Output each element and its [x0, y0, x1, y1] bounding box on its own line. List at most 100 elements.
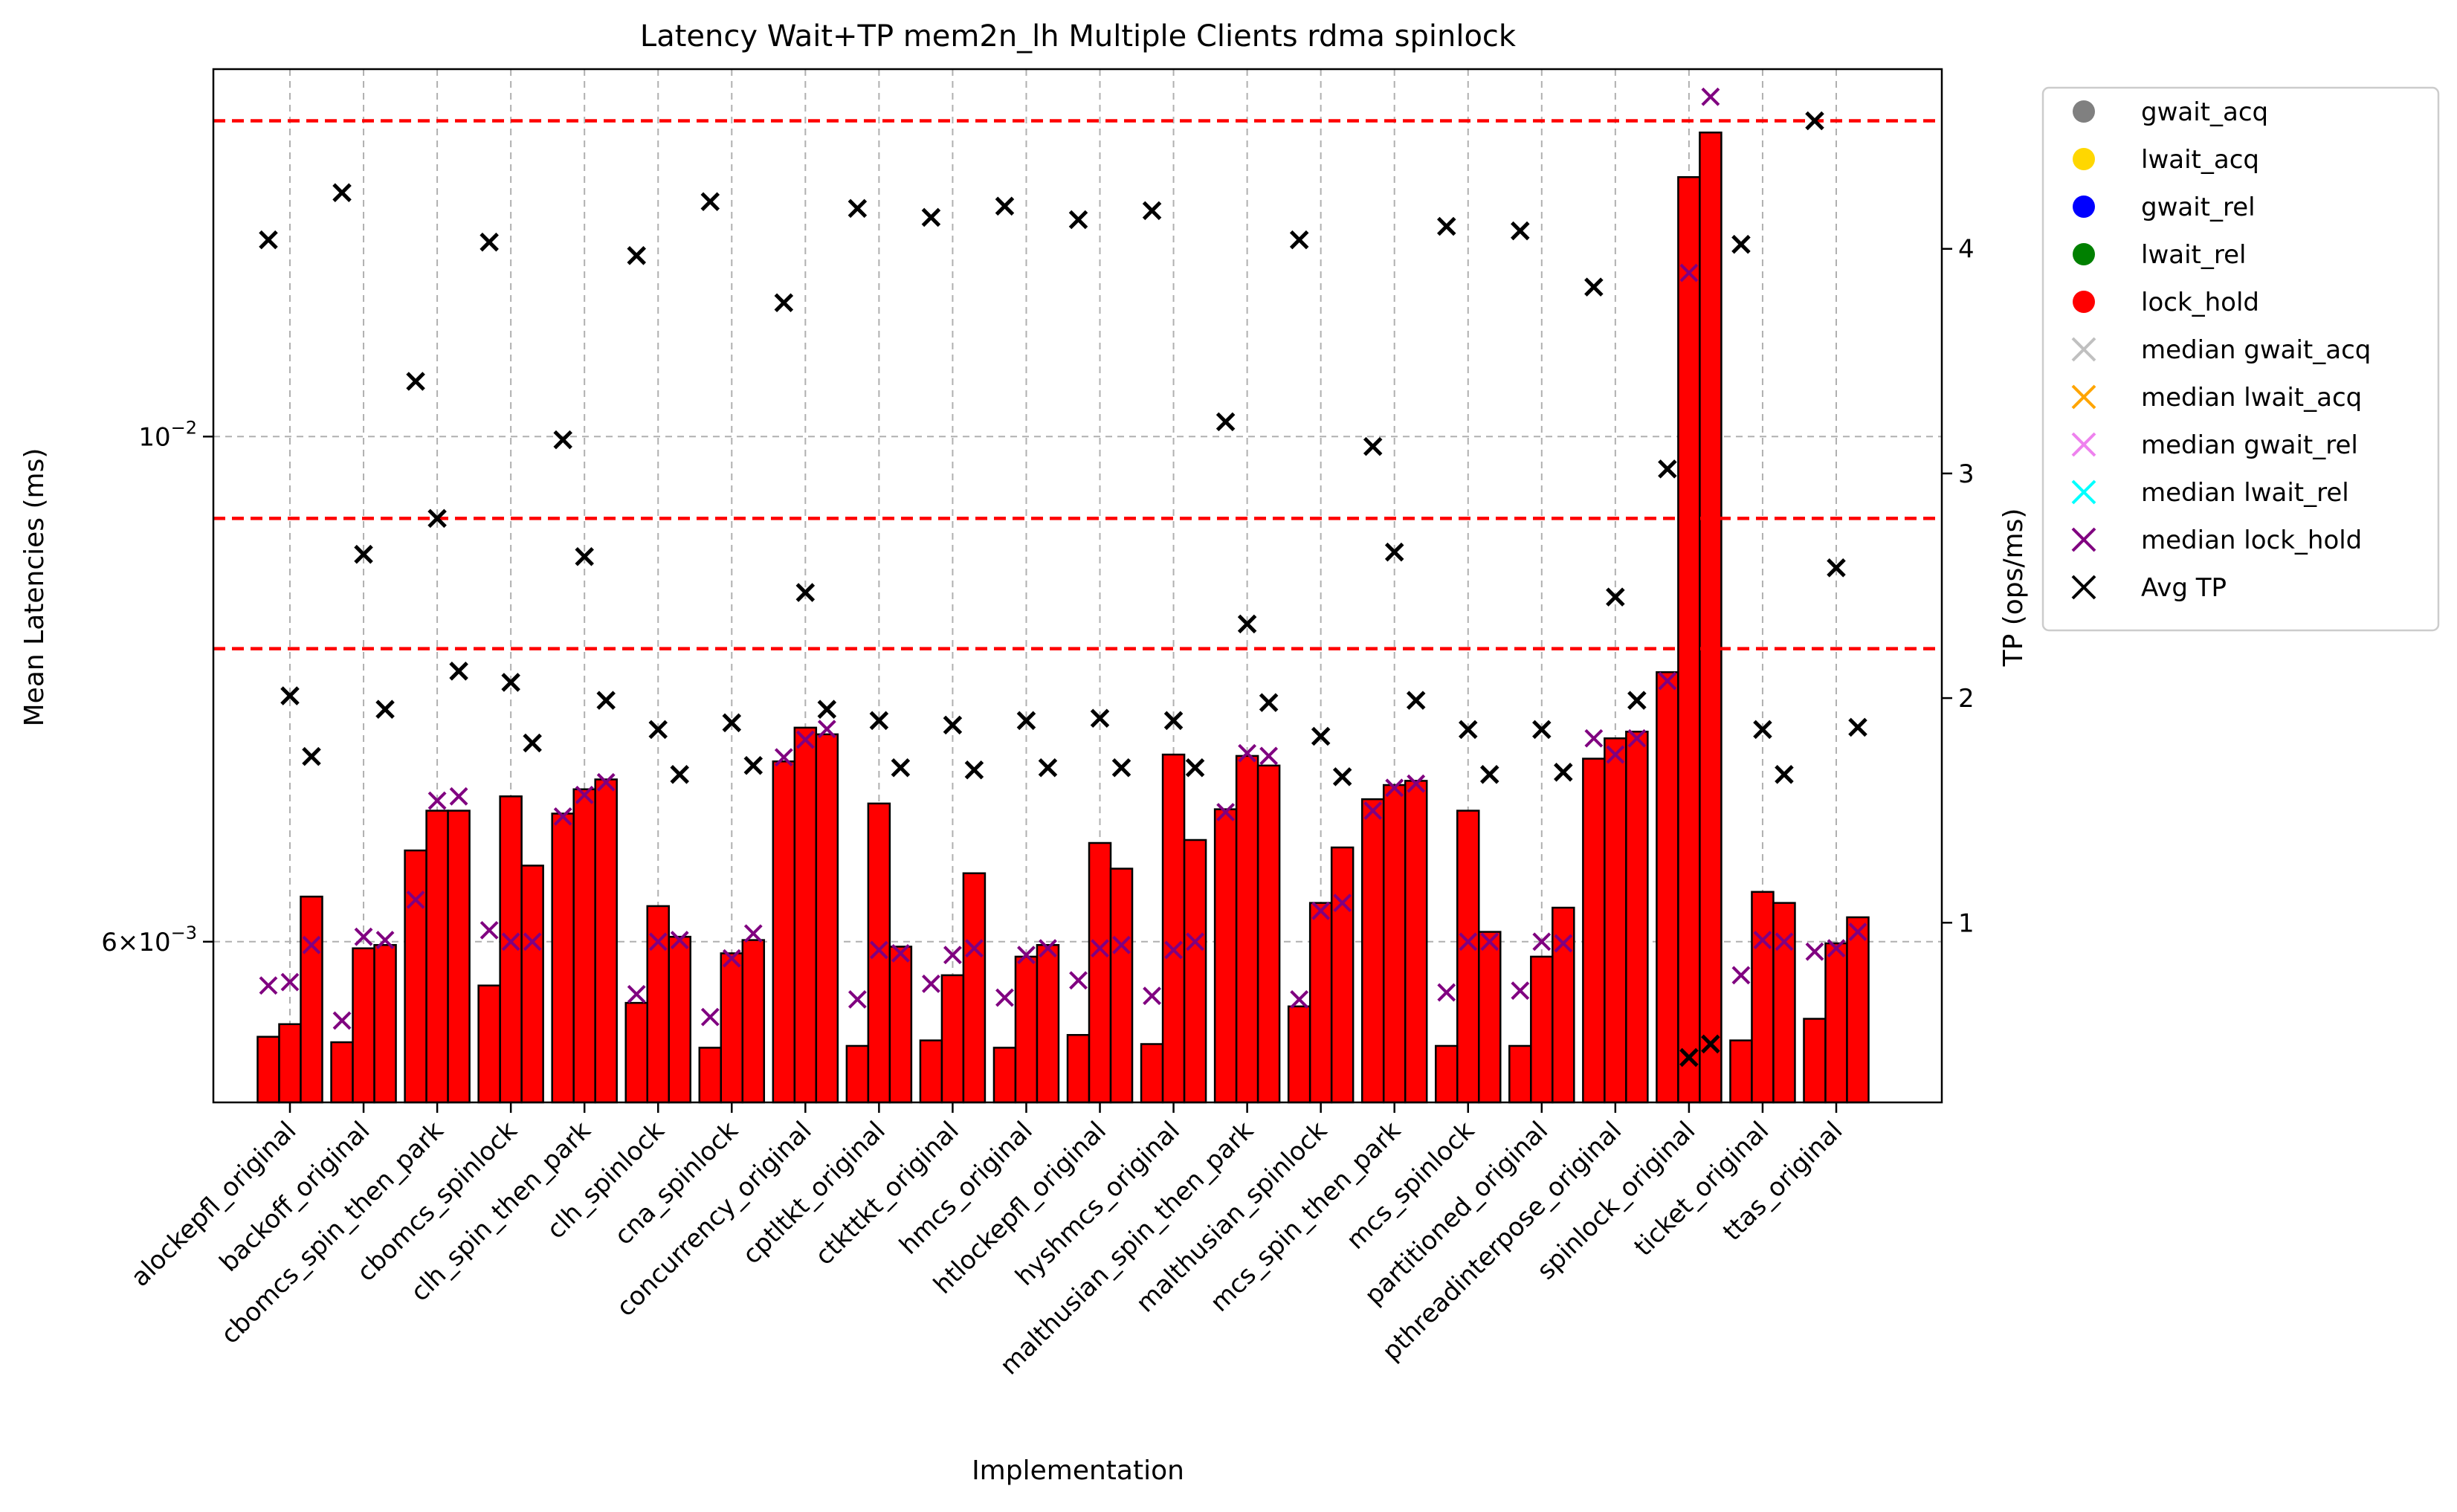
lock-hold-bar — [1656, 671, 1679, 1104]
avg-tp-marker — [1068, 210, 1088, 230]
legend-label: median gwait_rel — [2141, 430, 2358, 460]
legend-label: median lwait_acq — [2141, 383, 2362, 413]
avg-tp-marker — [1163, 711, 1184, 731]
marker-stroke — [354, 544, 373, 564]
avg-tp-marker — [1827, 558, 1846, 578]
legend-label: median gwait_acq — [2141, 335, 2371, 365]
median-lock-hold-marker — [406, 890, 425, 909]
marker-stroke — [921, 207, 941, 227]
marker-stroke — [406, 890, 425, 909]
y2-tick-label: 3 — [1958, 459, 1975, 489]
marker-stroke — [1731, 234, 1751, 254]
marker-stroke — [1407, 774, 1426, 793]
lock-hold-bar — [1824, 942, 1848, 1104]
marker-stroke — [1237, 614, 1257, 634]
marker-stroke — [1068, 210, 1088, 230]
legend-label: gwait_acq — [2141, 97, 2268, 127]
lock-hold-bar — [793, 726, 818, 1104]
marker-stroke — [2071, 432, 2096, 457]
y-axis-label: Mean Latencies (ms) — [19, 448, 50, 727]
marker-stroke — [1827, 939, 1846, 958]
lock-hold-bar — [1088, 841, 1112, 1104]
lock-hold-bar — [520, 865, 544, 1104]
marker-stroke — [406, 372, 425, 391]
marker-stroke — [1753, 720, 1772, 740]
avg-tp-marker — [406, 372, 425, 391]
marker-stroke — [1091, 939, 1109, 958]
marker-stroke — [501, 932, 520, 952]
marker-stroke — [700, 1007, 720, 1027]
avg-tp-marker — [1658, 459, 1677, 479]
legend-label: Avg TP — [2141, 573, 2227, 603]
median-lock-hold-marker — [1731, 966, 1751, 985]
median-lock-hold-marker — [943, 946, 962, 965]
median-lock-hold-marker — [1701, 87, 1720, 106]
avg-tp-marker — [891, 757, 911, 778]
median-lock-hold-marker — [1333, 894, 1352, 913]
chart-title: Latency Wait+TP mem2n_lh Multiple Client… — [640, 19, 1517, 54]
legend: gwait_acq lwait_acq gwait_rel lwait_rellock… — [2041, 86, 2440, 632]
median-lock-hold-marker — [596, 772, 616, 792]
lock-hold-bar — [867, 802, 891, 1104]
avg-tp-marker — [1384, 542, 1404, 562]
lock-hold-bar — [624, 1001, 648, 1104]
marker-stroke — [1627, 728, 1647, 748]
lock-hold-bar — [1256, 764, 1281, 1104]
lock-hold-bar — [1382, 784, 1407, 1104]
avg-tp-marker — [1848, 717, 1867, 737]
avg-tp-marker — [1584, 277, 1604, 297]
lock-hold-bar — [1508, 1044, 1532, 1104]
lock-hold-bar — [1699, 131, 1723, 1104]
legend-label: median lwait_rel — [2141, 478, 2349, 508]
marker-stroke — [943, 946, 962, 965]
marker-stroke — [332, 183, 352, 202]
marker-stroke — [575, 785, 594, 804]
marker-stroke — [1753, 931, 1772, 950]
lock-hold-bar — [1552, 906, 1575, 1104]
avg-tp-marker — [1753, 720, 1772, 740]
marker-stroke — [2071, 337, 2096, 362]
lock-hold-bar — [1287, 1005, 1311, 1104]
marker-stroke — [427, 508, 447, 529]
median-lock-hold-marker — [1091, 939, 1109, 958]
marker-stroke — [1701, 87, 1720, 106]
avg-tp-marker — [354, 544, 373, 564]
marker-stroke — [1164, 940, 1183, 960]
marker-stroke — [1459, 932, 1478, 952]
avg-tp-marker — [1805, 111, 1824, 131]
median-lock-hold-marker — [869, 940, 888, 960]
marker-stroke — [1606, 587, 1625, 607]
marker-stroke — [1259, 693, 1279, 712]
marker-stroke — [1216, 803, 1236, 821]
marker-stroke — [1805, 111, 1824, 131]
marker-stroke — [332, 1011, 352, 1030]
median-lock-hold-marker — [795, 730, 815, 749]
avg-tp-marker — [1406, 691, 1426, 710]
avg-tp-marker — [259, 230, 278, 250]
marker-stroke — [1848, 923, 1867, 941]
avg-tp-marker — [1142, 201, 1162, 221]
lock-hold-bar — [1729, 1039, 1753, 1104]
avg-tp-marker — [1363, 436, 1383, 456]
avg-tp-marker — [1185, 757, 1205, 778]
marker-stroke — [501, 673, 520, 692]
median-lock-hold-marker — [575, 785, 594, 804]
marker-stroke — [1311, 726, 1331, 746]
lock-hold-bar — [1846, 916, 1870, 1104]
avg-tp-marker — [943, 715, 963, 735]
lock-hold-bar — [1456, 810, 1480, 1104]
marker-stroke — [596, 772, 616, 792]
marker-stroke — [1111, 757, 1131, 778]
marker-stroke — [280, 686, 300, 705]
lock-hold-bar — [404, 849, 427, 1104]
avg-tp-marker — [575, 546, 594, 566]
marker-stroke — [847, 989, 867, 1009]
median-lock-hold-marker — [523, 932, 542, 952]
marker-stroke — [995, 196, 1015, 216]
avg-tp-marker — [670, 765, 690, 784]
marker-stroke — [2071, 384, 2096, 410]
lock-hold-bar — [1360, 798, 1385, 1104]
marker-stroke — [1805, 942, 1824, 961]
lock-hold-bar — [962, 872, 987, 1104]
